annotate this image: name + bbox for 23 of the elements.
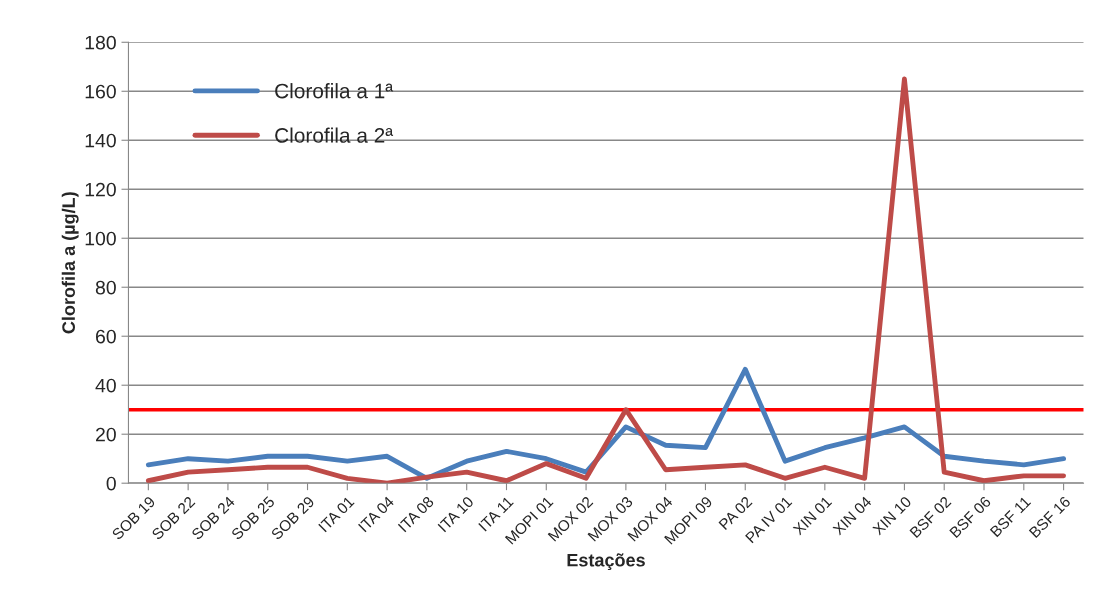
x-tick-label: XIN 04 — [832, 495, 873, 536]
x-tick-label: ITA 10 — [437, 495, 475, 533]
x-tick-label: PA 02 — [718, 495, 753, 531]
legend-label: Clorofila a 2ª — [275, 127, 394, 143]
y-tick-label: 20 — [96, 427, 116, 442]
y-tick-label: 120 — [85, 182, 116, 197]
line-series — [145, 76, 1067, 484]
y-axis-title: Clorofila a (µg/L) — [61, 192, 79, 334]
line-series — [145, 366, 1067, 481]
x-tick-label: ITA 08 — [397, 495, 435, 533]
y-tick-label: 100 — [85, 231, 116, 246]
y-tick-label: 180 — [85, 35, 116, 50]
y-tick-label: 80 — [95, 280, 116, 295]
y-tick-label: 160 — [85, 84, 116, 99]
y-tick-label: 0 — [106, 476, 116, 491]
y-tick-label: 60 — [96, 329, 116, 344]
y-tick-label: 140 — [85, 133, 116, 148]
x-tick-label: ITA 04 — [357, 495, 395, 533]
x-tick-label: ITA 01 — [318, 495, 355, 533]
x-axis-title: Estações — [567, 553, 645, 571]
legend-label: Clorofila a 1ª — [275, 83, 394, 99]
y-tick-label: 40 — [95, 378, 116, 393]
x-tick-label: XIN 01 — [792, 495, 833, 536]
